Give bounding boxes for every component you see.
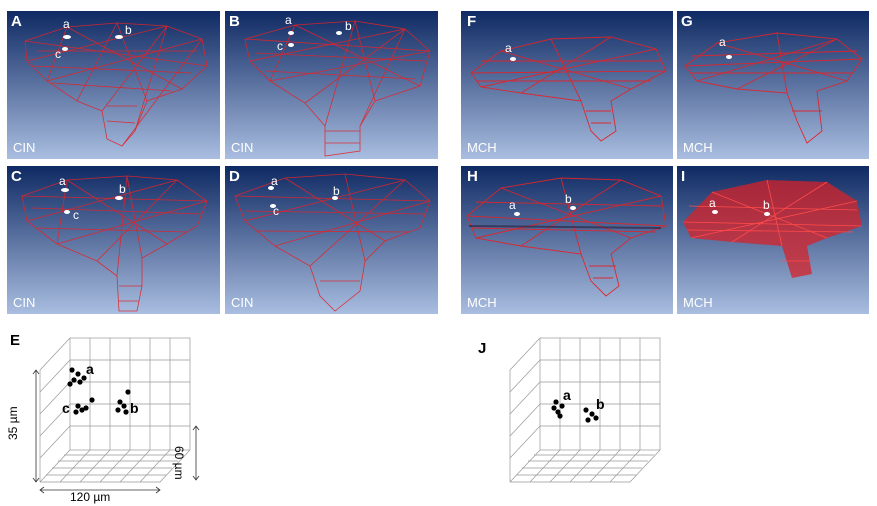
plot-e-mark-a: a	[86, 361, 94, 377]
panel-c-tag: CIN	[13, 295, 36, 310]
panel-g-mark-a: a	[719, 35, 726, 49]
panel-h-tag: MCH	[467, 295, 497, 310]
panel-f-image	[461, 11, 673, 159]
panel-d: D a b c CIN	[225, 166, 438, 314]
plot-e-mark-b: b	[130, 400, 139, 416]
panel-b: B a b c CIN	[225, 11, 438, 159]
mesh-icon	[684, 32, 863, 144]
panel-d-mark-c: c	[273, 204, 279, 218]
panel-f-mark-a: a	[505, 41, 512, 55]
plot-e-x-axis-label: 120 µm	[70, 490, 111, 504]
panel-b-mark-c: c	[277, 39, 283, 53]
plot-e-label: E	[10, 332, 21, 349]
plot-j	[509, 337, 661, 483]
panel-i-image	[677, 166, 869, 314]
panel-b-mark-b: b	[345, 19, 352, 33]
panel-d-label: D	[229, 168, 240, 185]
plot-e-y-axis-label: 60 µm	[172, 446, 186, 480]
panel-d-mark-a: a	[271, 174, 278, 188]
panel-g: G a MCH	[677, 11, 869, 159]
panel-c-image	[7, 166, 220, 314]
panel-a-label: A	[11, 13, 22, 30]
panel-f-tag: MCH	[467, 140, 497, 155]
mesh-icon	[466, 177, 667, 297]
panel-c-mark-c: c	[73, 208, 79, 222]
plot-j-label: J	[478, 340, 487, 357]
plot-e	[32, 337, 200, 494]
panel-c-label: C	[11, 168, 22, 185]
panel-d-image	[225, 166, 438, 314]
panel-a-mark-c: c	[55, 47, 61, 61]
panel-d-mark-b: b	[333, 184, 340, 198]
panel-a-mark-a: a	[63, 17, 70, 31]
panel-h-mark-b: b	[565, 192, 572, 206]
panel-f: F a MCH	[461, 11, 673, 159]
panel-h-image	[461, 166, 673, 314]
panel-i-mark-b: b	[763, 198, 770, 212]
panel-c-mark-a: a	[59, 174, 66, 188]
panel-i: I a b MCH	[677, 166, 869, 314]
panel-g-image	[677, 11, 869, 159]
panel-d-tag: CIN	[231, 295, 254, 310]
panel-g-label: G	[681, 13, 693, 30]
panel-a: A a b c CIN	[7, 11, 220, 159]
mesh-icon	[244, 20, 431, 157]
panel-h-mark-a: a	[509, 198, 516, 212]
panel-b-tag: CIN	[231, 140, 254, 155]
panel-b-label: B	[229, 13, 240, 30]
panel-i-tag: MCH	[683, 295, 713, 310]
panel-f-label: F	[467, 13, 477, 30]
panel-a-mark-b: b	[125, 23, 132, 37]
mesh-icon	[470, 36, 667, 142]
panel-b-mark-a: a	[285, 13, 292, 27]
panel-h: H a b MCH	[461, 166, 673, 314]
panel-g-tag: MCH	[683, 140, 713, 155]
plot-j-points	[551, 399, 599, 423]
panel-i-label: I	[681, 168, 686, 185]
panel-i-mark-a: a	[709, 196, 716, 210]
plot-j-mark-b: b	[596, 396, 605, 412]
panel-a-tag: CIN	[13, 140, 36, 155]
panel-a-image	[7, 11, 220, 159]
plot-e-z-axis-label: 35 µm	[6, 406, 20, 440]
plot-j-mark-a: a	[563, 387, 571, 403]
panel-c-mark-b: b	[119, 182, 126, 196]
plot-e-mark-c: c	[62, 400, 70, 416]
panel-b-image	[225, 11, 438, 159]
mesh-icon	[24, 22, 208, 147]
plot-e-points	[67, 367, 131, 415]
panel-h-label: H	[467, 168, 478, 185]
panel-c: C a b c CIN	[7, 166, 220, 314]
